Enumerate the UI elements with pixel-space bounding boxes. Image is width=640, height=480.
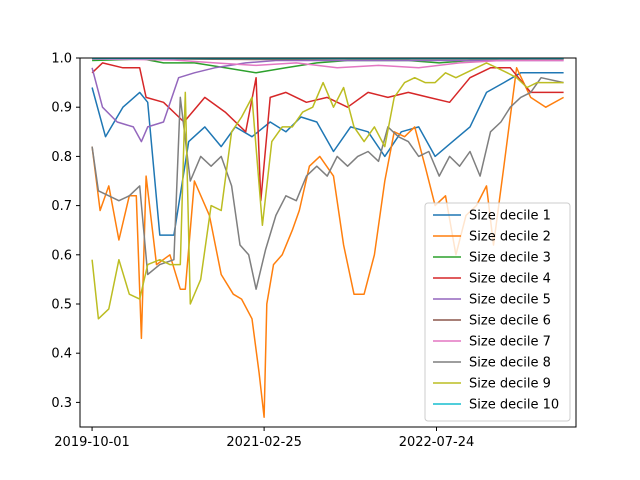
y-tick-label: 0.7 xyxy=(51,199,72,214)
y-tick-label: 0.9 xyxy=(51,101,72,116)
legend-label: Size decile 3 xyxy=(469,251,551,266)
y-tick-label: 0.6 xyxy=(51,248,72,263)
legend-box xyxy=(424,202,571,422)
y-tick-label: 0.8 xyxy=(51,150,72,165)
series-line-decile-9 xyxy=(91,62,564,320)
legend: Size decile 1 Size decile 2 Size decile 3 S… xyxy=(424,202,571,422)
series-line-decile-1 xyxy=(91,72,564,236)
x-axis: 2019-10-01 2021-02-25 2022-07-24 xyxy=(54,427,474,450)
y-tick-label: 1.0 xyxy=(51,52,72,67)
y-tick-label: 0.4 xyxy=(51,347,72,362)
y-axis: 0.3 0.4 0.5 0.6 0.7 0.8 0.9 1.0 xyxy=(51,52,80,411)
legend-label: Size decile 5 xyxy=(469,293,551,308)
series-line-decile-5 xyxy=(91,59,564,143)
series-line-decile-7 xyxy=(92,58,564,69)
plot-frame xyxy=(79,57,577,428)
series-line-decile-4 xyxy=(91,62,564,202)
legend-label: Size decile 6 xyxy=(469,314,551,329)
series-line-decile-8 xyxy=(91,76,564,290)
x-tick-label: 2022-07-24 xyxy=(399,435,475,450)
x-tick-label: 2021-02-25 xyxy=(226,435,302,450)
legend-label: Size decile 1 xyxy=(469,209,551,224)
legend-label: Size decile 9 xyxy=(469,377,551,392)
legend-label: Size decile 8 xyxy=(469,356,551,371)
x-tick-label: 2019-10-01 xyxy=(54,435,130,450)
y-tick-label: 0.3 xyxy=(51,396,72,411)
legend-label: Size decile 4 xyxy=(469,272,551,287)
legend-label: Size decile 10 xyxy=(469,398,559,413)
legend-label: Size decile 7 xyxy=(469,335,551,350)
y-tick-label: 0.5 xyxy=(51,298,72,313)
legend-label: Size decile 2 xyxy=(469,230,551,245)
